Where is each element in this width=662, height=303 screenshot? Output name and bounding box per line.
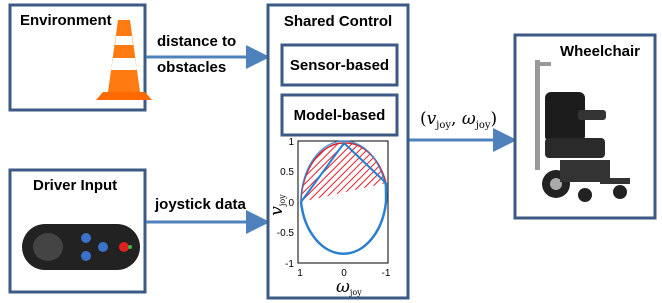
text-part: ( — [420, 109, 427, 129]
text-part: v — [267, 206, 287, 216]
edge-label: joystick data — [154, 196, 247, 213]
y-tick-label: -0.5 — [277, 228, 295, 239]
edge-label: (vjoy, ωjoy) — [420, 109, 497, 131]
edge-label: obstacles — [157, 59, 226, 76]
diagram: Environment Driver Input distance to obs… — [0, 0, 662, 303]
block-label: Model-based — [294, 107, 386, 124]
joystick-icon — [22, 224, 140, 270]
text-part: joy — [349, 288, 362, 297]
environment-title: Environment — [20, 12, 112, 29]
text-part: joy — [435, 120, 451, 131]
block-label: Sensor-based — [290, 57, 389, 74]
driver-input-title: Driver Input — [33, 177, 117, 194]
text-part: ω — [462, 109, 476, 129]
edge-label: distance to — [157, 33, 236, 50]
y-tick-label: 0.5 — [280, 167, 294, 178]
text-part: , — [451, 109, 462, 129]
text-part: v — [427, 109, 437, 129]
text-part: joy — [475, 120, 491, 131]
x-tick-label: 1 — [297, 268, 303, 279]
shared-control-title: Shared Control — [284, 13, 392, 30]
text-part: joy — [278, 194, 287, 207]
wheelchair-title: Wheelchair — [560, 43, 640, 60]
y-tick-label: 0 — [288, 198, 294, 209]
x-tick-label: -1 — [382, 268, 391, 279]
text-part: ω — [336, 277, 350, 297]
y-tick-label: -1 — [285, 259, 294, 270]
text-part: ) — [491, 109, 498, 129]
y-tick-label: 1 — [288, 137, 294, 148]
